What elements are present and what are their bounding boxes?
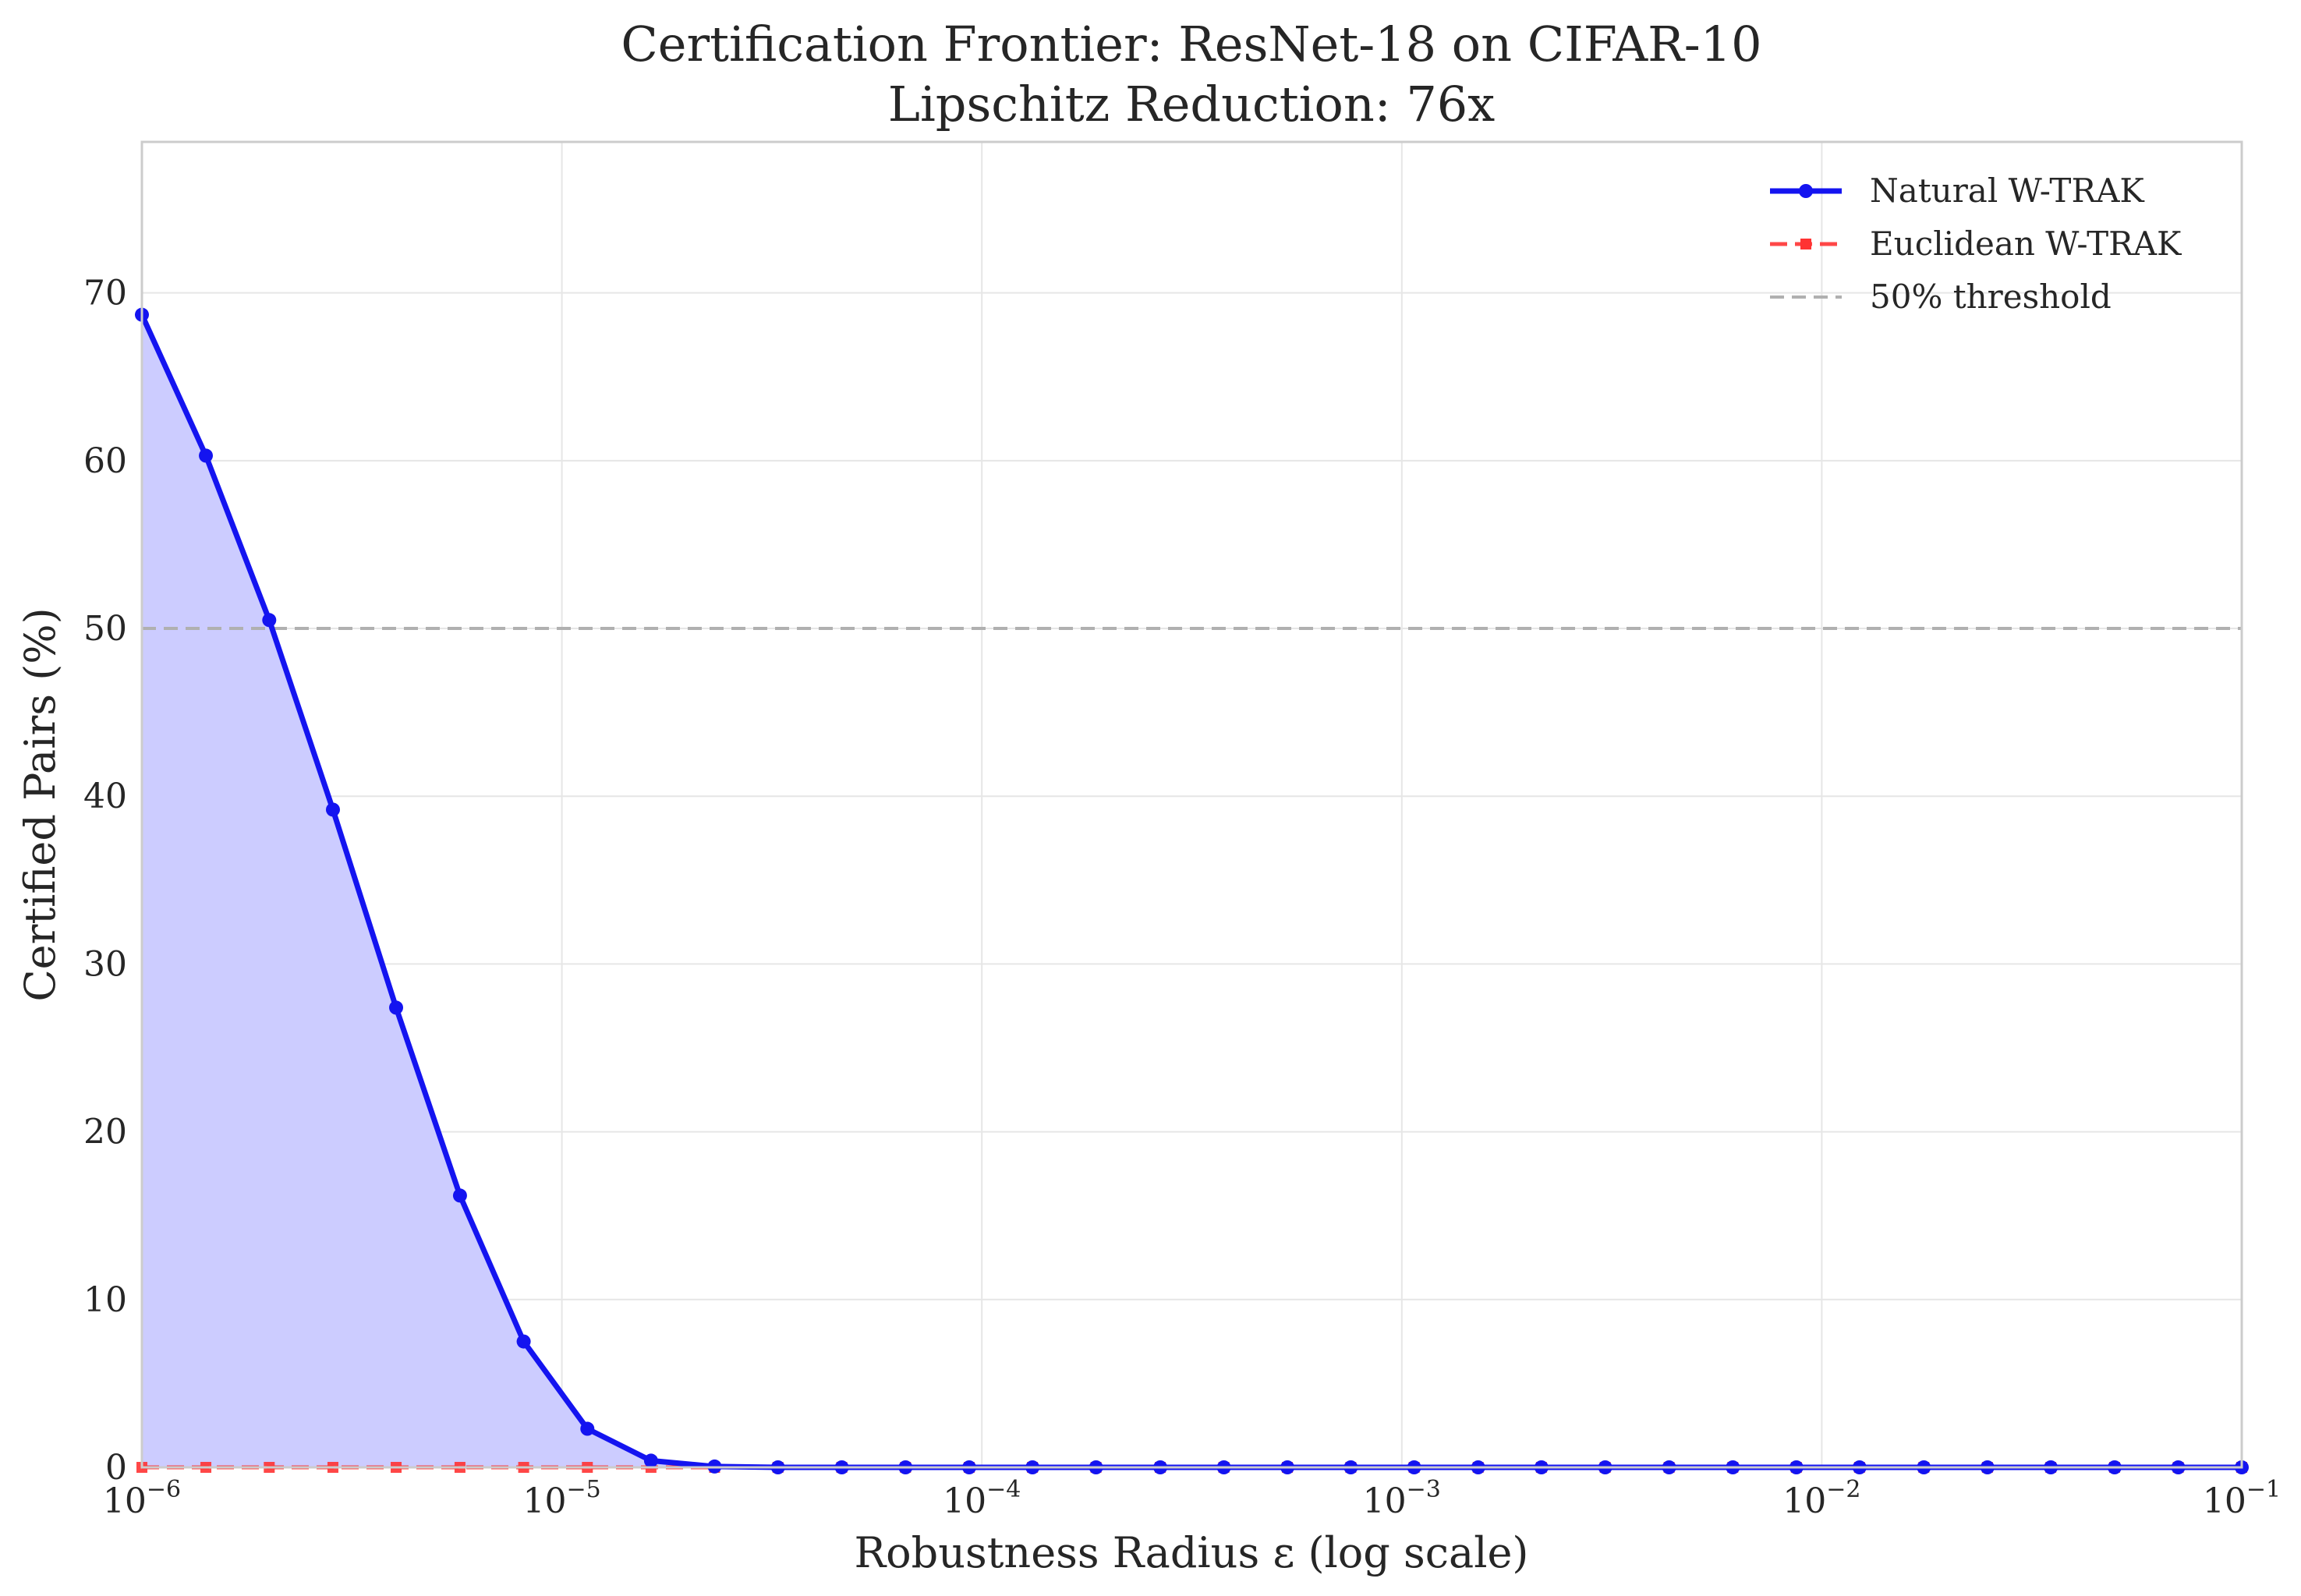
natural-point [199,448,214,463]
y-axis-label: Certified Pairs (%) [16,607,65,1001]
legend-marker-natural [1799,184,1813,198]
legend-marker-euclidean [1800,239,1811,249]
x-tick-label: 10−2 [1782,1476,1860,1521]
chart-title: Certification Frontier: ResNet-18 on CIF… [621,16,1761,73]
x-tick-labels: 10−6 10−5 10−4 10−3 10−2 10−1 [103,1476,2281,1521]
x-tick-label: 10−4 [943,1476,1021,1521]
y-tick-labels: 0 10 20 30 40 50 60 70 [83,274,127,1488]
plot-frame [140,140,2243,1469]
natural-point [580,1421,595,1436]
natural-point [643,1453,658,1468]
natural-point [389,1000,404,1015]
legend-label: 50% threshold [1870,278,2112,316]
legend-label: Euclidean W-TRAK [1870,225,2182,263]
y-tick-label: 40 [83,777,127,816]
y-tick-label: 0 [105,1448,127,1488]
y-tick-label: 70 [83,274,127,313]
natural-point [516,1334,531,1349]
x-tick-label: 10−1 [2203,1476,2281,1521]
natural-area-fill [142,314,2242,1468]
x-tick-label: 10−6 [103,1476,181,1521]
y-tick-label: 20 [83,1113,127,1152]
x-tick-label: 10−3 [1363,1476,1441,1521]
area-layer [142,314,2242,1468]
legend: Natural W-TRAK Euclidean W-TRAK 50% thresh… [1770,172,2182,316]
natural-point [262,613,277,628]
y-tick-label: 60 [83,441,127,481]
y-tick-label: 10 [83,1280,127,1320]
legend-label: Natural W-TRAK [1870,172,2145,210]
y-tick-label: 30 [83,944,127,984]
natural-point [325,802,340,817]
x-tick-label: 10−5 [522,1476,600,1521]
chart-subtitle: Lipschitz Reduction: 76x [888,76,1495,133]
natural-point [452,1188,467,1203]
x-axis-label: Robustness Radius ε (log scale) [854,1528,1528,1577]
y-tick-label: 50 [83,609,127,649]
